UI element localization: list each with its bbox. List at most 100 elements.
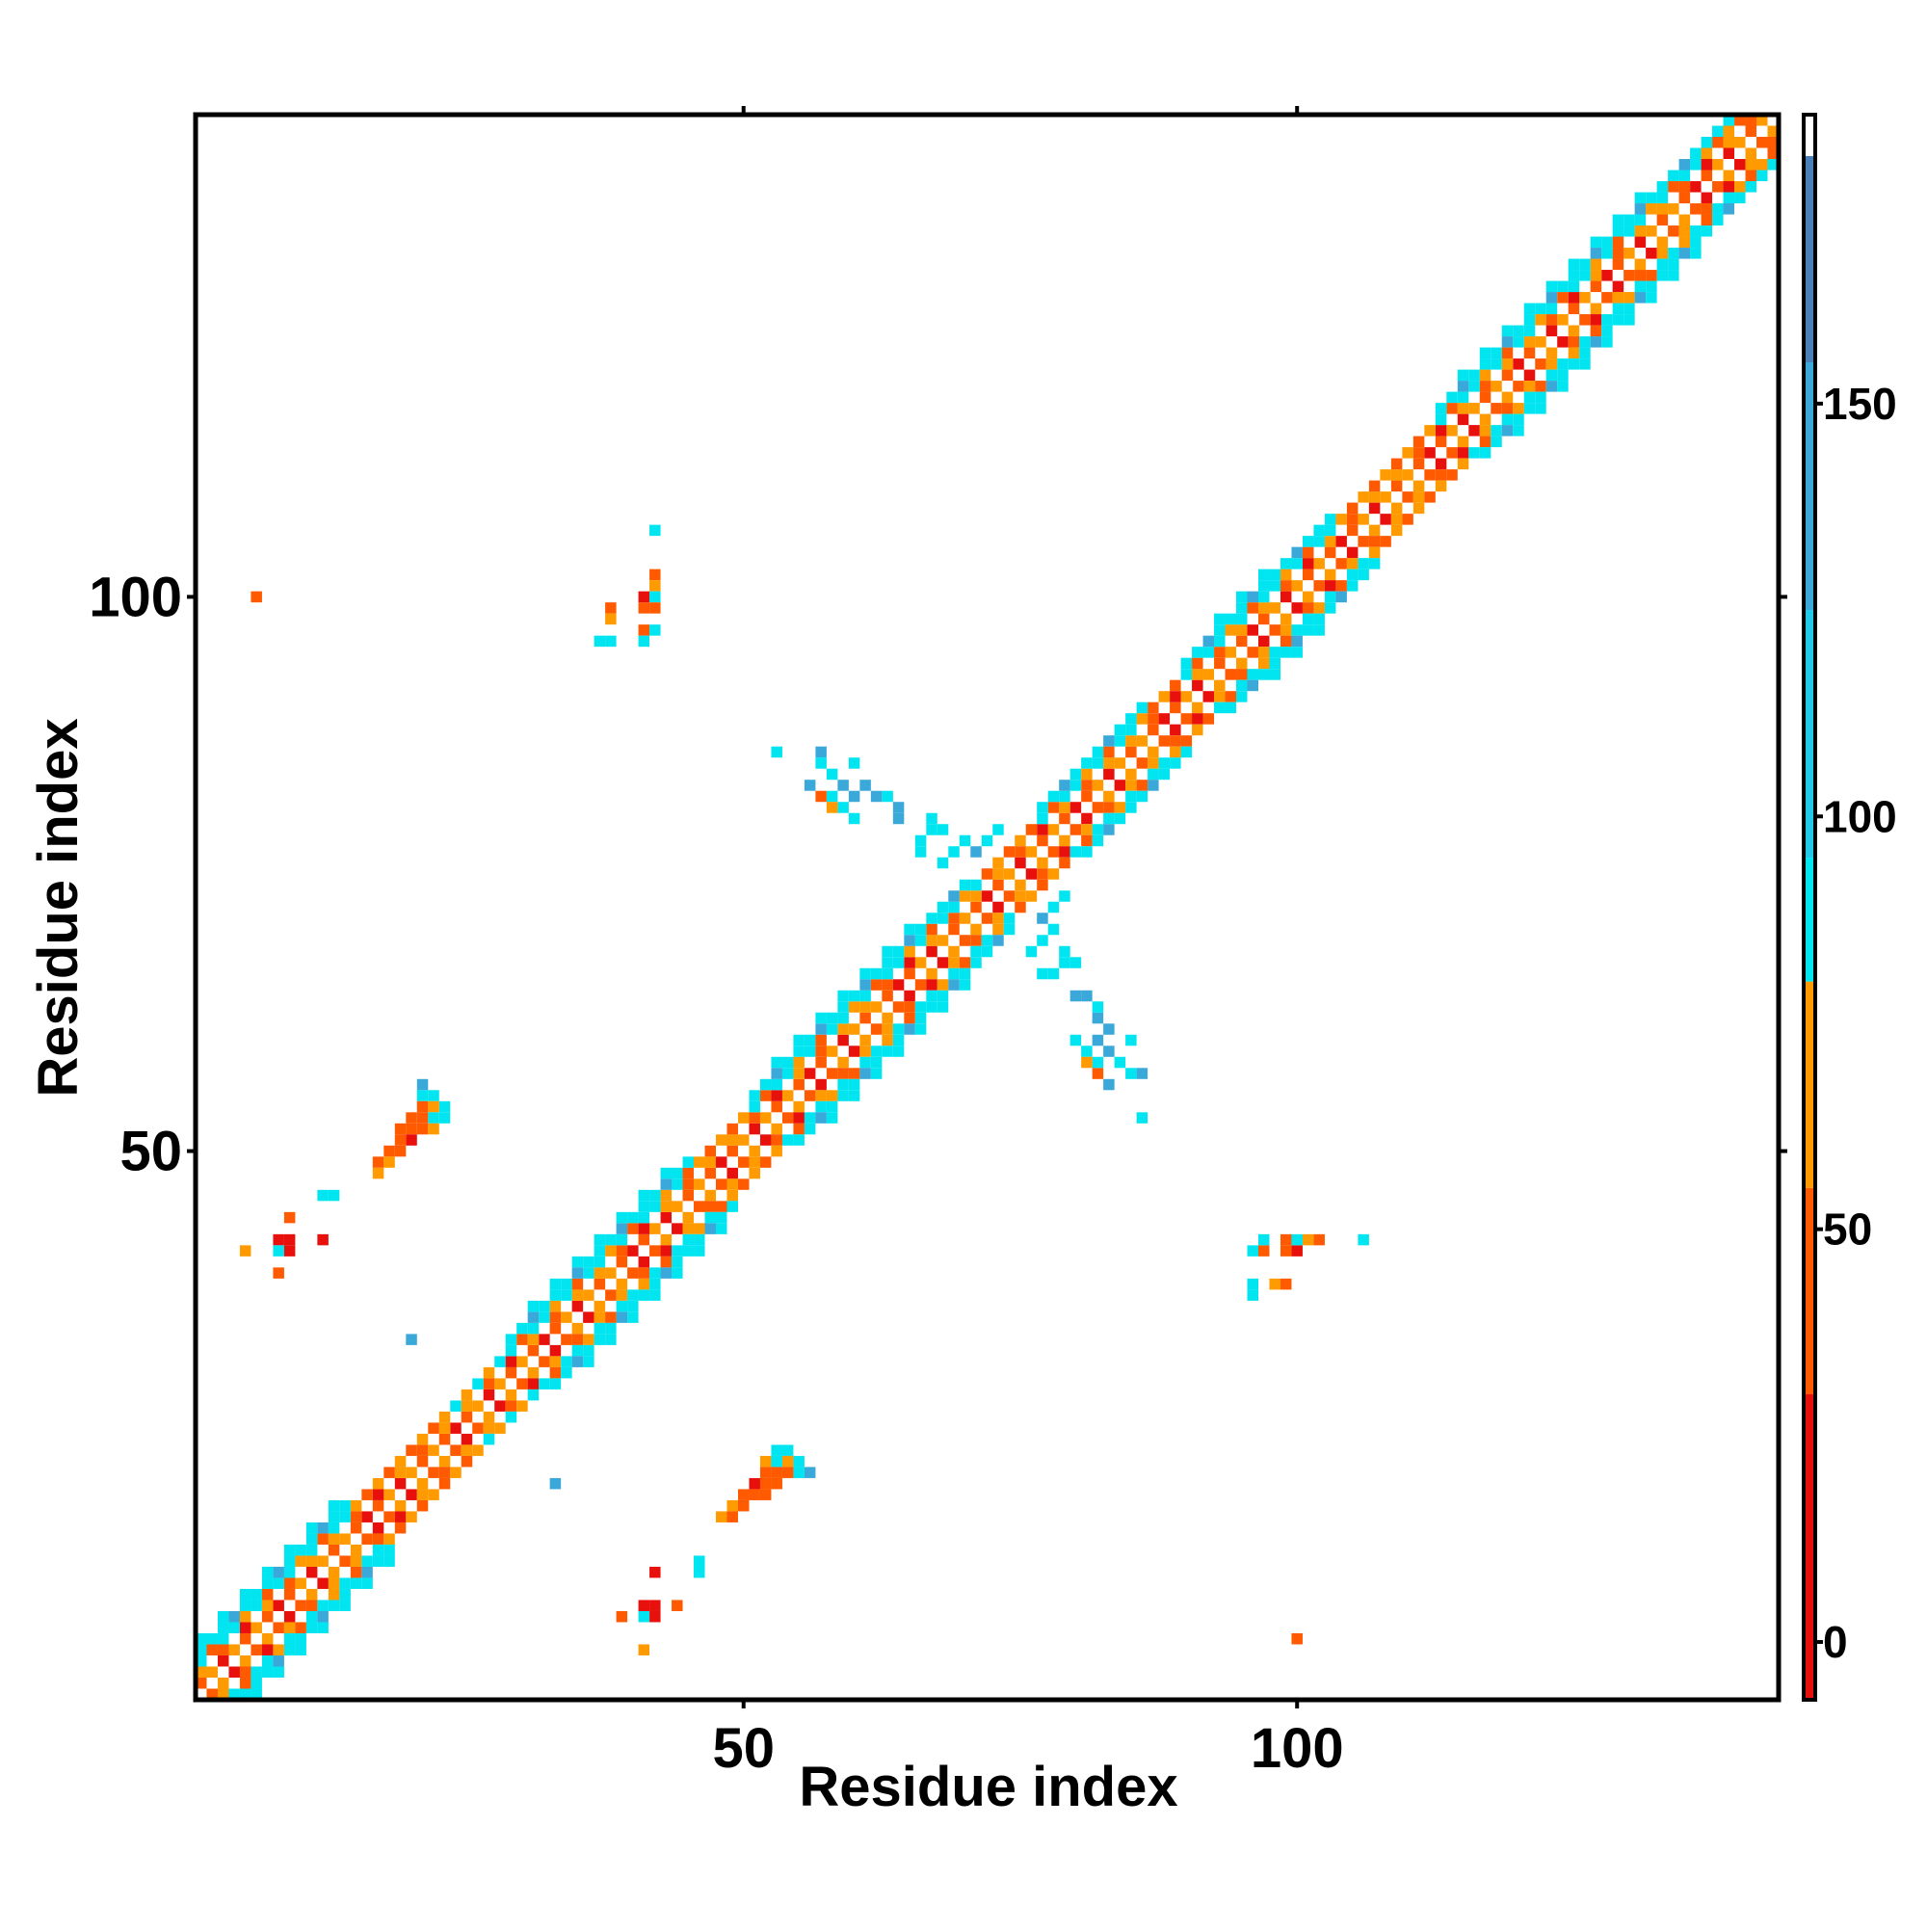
cell xyxy=(1136,701,1148,714)
cell xyxy=(716,1511,727,1522)
cell xyxy=(217,1644,229,1655)
cell xyxy=(516,1334,528,1345)
cell xyxy=(1202,647,1215,658)
cell xyxy=(926,1001,937,1013)
cell xyxy=(848,1023,860,1035)
cell xyxy=(1059,945,1070,958)
cell xyxy=(450,1422,462,1434)
cell xyxy=(660,1211,673,1224)
cell xyxy=(704,1189,717,1202)
cell xyxy=(594,1267,606,1279)
cell xyxy=(1479,358,1491,370)
cell xyxy=(1103,768,1115,781)
cell xyxy=(1269,569,1280,581)
cell xyxy=(1170,746,1181,758)
cell xyxy=(1302,558,1314,569)
cell xyxy=(771,1100,782,1113)
cell xyxy=(261,1588,274,1601)
cell xyxy=(1601,336,1613,348)
cell xyxy=(1701,192,1713,204)
cell xyxy=(1214,691,1226,702)
cell xyxy=(1236,635,1248,648)
cell xyxy=(826,1068,838,1079)
cell xyxy=(196,1632,207,1645)
cell xyxy=(1523,347,1536,359)
cell xyxy=(1523,303,1536,315)
cell xyxy=(1513,325,1524,337)
cell xyxy=(1092,1056,1104,1069)
cell xyxy=(1247,1289,1258,1301)
cell xyxy=(826,1112,838,1124)
cell xyxy=(638,591,650,603)
cell xyxy=(1579,258,1591,271)
cell xyxy=(970,935,982,946)
cell xyxy=(1513,358,1524,370)
cell xyxy=(716,1178,727,1190)
cell xyxy=(1280,647,1292,658)
cell xyxy=(1103,757,1115,769)
cell xyxy=(1756,159,1768,171)
cell xyxy=(1457,403,1469,414)
cell xyxy=(1701,170,1713,182)
cell xyxy=(1568,280,1580,293)
cell xyxy=(1712,137,1724,148)
cell xyxy=(837,1056,849,1069)
cell xyxy=(992,923,1004,936)
cell xyxy=(1358,536,1369,547)
cell xyxy=(1158,735,1171,747)
cell xyxy=(826,802,838,813)
cell xyxy=(1280,558,1292,569)
cell xyxy=(1324,569,1336,581)
cell xyxy=(1081,846,1093,858)
cell xyxy=(948,979,960,991)
cell xyxy=(549,1300,562,1312)
cell xyxy=(1247,669,1258,680)
cell xyxy=(1612,225,1624,237)
cell xyxy=(1291,1233,1303,1246)
cell xyxy=(394,1522,407,1534)
cell xyxy=(1557,358,1569,370)
cell xyxy=(992,857,1004,869)
cell xyxy=(638,1644,650,1655)
cell xyxy=(1092,780,1104,791)
cell xyxy=(1225,669,1237,680)
cell xyxy=(283,1644,296,1655)
cell xyxy=(1302,546,1314,559)
cell xyxy=(716,1134,727,1146)
cell xyxy=(1634,270,1647,281)
cell xyxy=(815,1056,827,1069)
cell xyxy=(594,1256,606,1268)
cell xyxy=(1634,192,1647,204)
cell xyxy=(937,935,949,946)
colorbar-tick-label: 50 xyxy=(1823,1204,1872,1255)
cell xyxy=(1491,425,1502,437)
cell xyxy=(328,1566,340,1578)
cell xyxy=(251,1677,262,1689)
cell xyxy=(1712,181,1724,193)
cell xyxy=(561,1289,572,1301)
cell xyxy=(1368,480,1381,492)
cell xyxy=(1380,514,1391,525)
cell xyxy=(1125,735,1137,747)
cell xyxy=(1313,1233,1325,1246)
cell xyxy=(1734,115,1746,126)
cell xyxy=(1269,669,1280,680)
cell xyxy=(892,1034,905,1046)
cell xyxy=(1136,790,1148,803)
cell xyxy=(305,1600,318,1611)
cell xyxy=(1324,524,1336,537)
cell xyxy=(672,1167,683,1179)
cell xyxy=(704,1167,717,1179)
cell xyxy=(1081,757,1093,769)
cell xyxy=(273,1654,284,1667)
cell xyxy=(1612,214,1624,226)
cell xyxy=(1501,369,1514,382)
cell xyxy=(937,857,949,869)
cell xyxy=(837,990,849,1002)
cell xyxy=(1346,558,1359,569)
cell xyxy=(1170,701,1181,714)
cell xyxy=(1269,647,1280,658)
colorbar-frame xyxy=(1802,113,1817,1702)
cell xyxy=(1059,802,1070,813)
